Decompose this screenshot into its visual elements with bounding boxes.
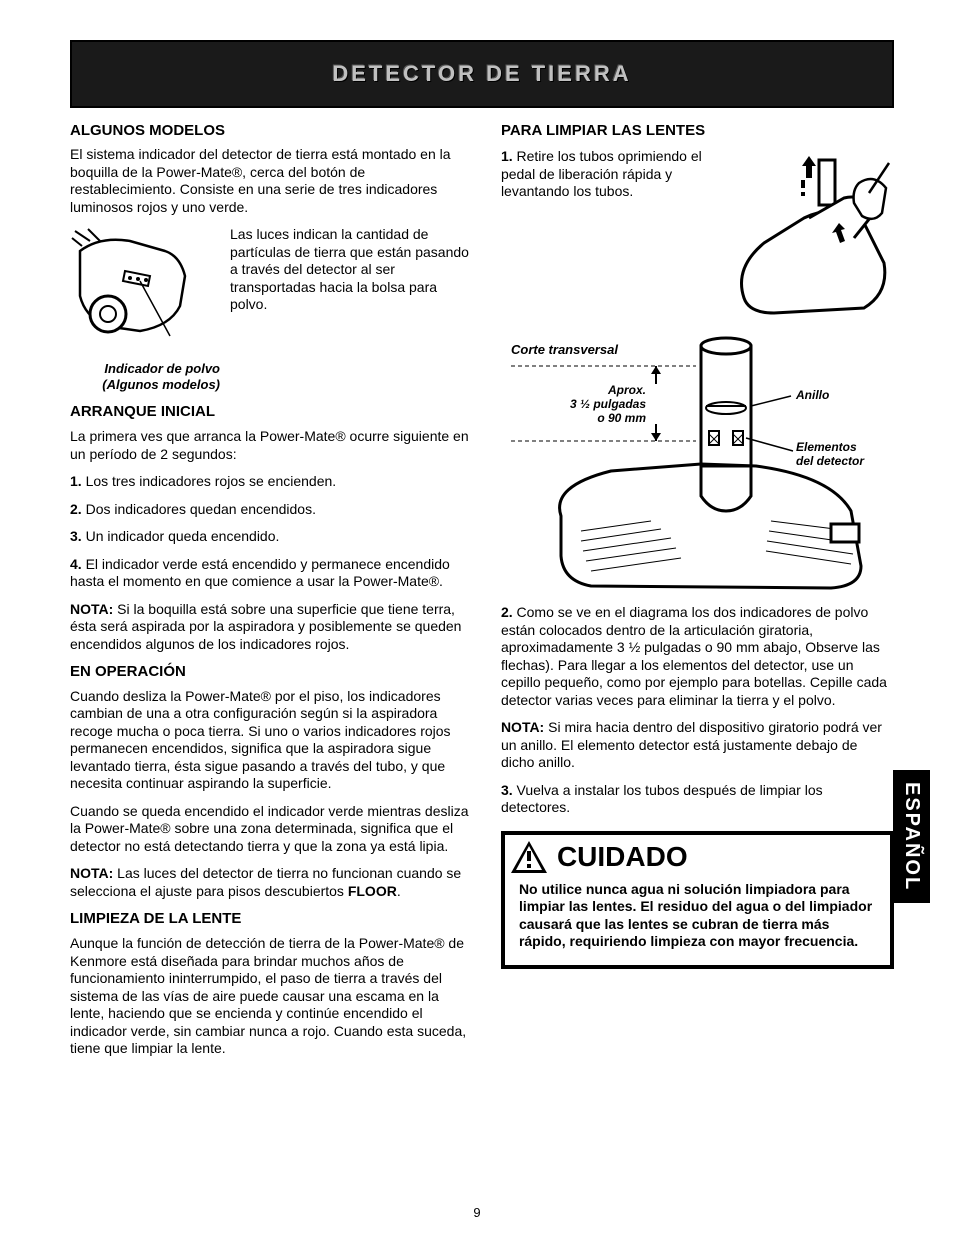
- figure-1-cap-line2: (Algunos modelos): [70, 377, 220, 393]
- step-3-text: 3. Vuelva a instalar los tubos después d…: [501, 782, 894, 817]
- label-med: 3 ½ pulgadas: [570, 397, 646, 411]
- list-item-2: 2. Dos indicadores quedan encendidos.: [70, 501, 471, 519]
- heading-limpieza-lente: LIMPIEZA DE LA LENTE: [70, 910, 471, 929]
- label-elementos-1: Elementos: [796, 440, 857, 454]
- cuidado-header: CUIDADO: [505, 835, 890, 877]
- para-intro: El sistema indicador del detector de tie…: [70, 146, 471, 216]
- columns: ALGUNOS MODELOS El sistema indicador del…: [70, 122, 894, 1068]
- heading-para-limpiar: PARA LIMPIAR LAS LENTES: [501, 122, 894, 141]
- list-item-4: 4. El indicador verde está encendido y p…: [70, 556, 471, 591]
- para-operacion-1: Cuando desliza la Power-Mate® por el pis…: [70, 688, 471, 793]
- para-arranque-intro: La primera ves que arranca la Power-Mate…: [70, 428, 471, 463]
- figure-1-row: Indicador de polvo (Algunos modelos) Las…: [70, 226, 471, 393]
- label-mm: o 90 mm: [597, 411, 646, 425]
- right-column: PARA LIMPIAR LAS LENTES 1. Retire los tu…: [501, 122, 894, 1068]
- figure-1-sidetext: Las luces indican la cantidad de partícu…: [230, 226, 471, 314]
- diagram-2: Corte transversal Aprox. 3 ½ pulgadas o …: [501, 336, 871, 596]
- para-limpieza: Aunque la función de detección de tierra…: [70, 935, 471, 1058]
- label-aprox: Aprox.: [607, 383, 646, 397]
- heading-en-operacion: EN OPERACIÓN: [70, 663, 471, 682]
- label-elementos-2: del detector: [796, 454, 865, 468]
- para-operacion-2: Cuando se queda encendido el indicador v…: [70, 803, 471, 856]
- heading-arranque: ARRANQUE INICIAL: [70, 403, 471, 422]
- warning-icon: [509, 839, 549, 875]
- figure-1: Indicador de polvo (Algunos modelos): [70, 226, 220, 393]
- nota-2: NOTA: Las luces del detector de tierra n…: [70, 865, 471, 900]
- label-corte: Corte transversal: [511, 342, 618, 357]
- figure-1-cap-line1: Indicador de polvo: [70, 361, 220, 377]
- heading-algunos-modelos: ALGUNOS MODELOS: [70, 122, 471, 141]
- page-banner: DETECTOR DE TIERRA: [70, 40, 894, 108]
- step-1-text: 1. Retire los tubos oprimiendo el pedal …: [501, 148, 704, 201]
- language-tab: ESPAÑOL: [893, 770, 930, 903]
- cuidado-body: No utilice nunca agua ni solución limpia…: [505, 877, 890, 965]
- step-2-text: 2. Como se ve en el diagrama los dos ind…: [501, 604, 894, 709]
- diagram-1: [714, 148, 894, 318]
- nota-right: NOTA: Si mira hacia dentro del dispositi…: [501, 719, 894, 772]
- list-item-1: 1. Los tres indicadores rojos se enciend…: [70, 473, 471, 491]
- label-anillo: Anillo: [795, 388, 829, 402]
- list-item-3: 3. Un indicador queda encendido.: [70, 528, 471, 546]
- nota-1: NOTA: Si la boquilla está sobre una supe…: [70, 601, 471, 654]
- cuidado-title: CUIDADO: [557, 839, 688, 874]
- figure-1-caption: Indicador de polvo (Algunos modelos): [70, 361, 220, 394]
- cuidado-box: CUIDADO No utilice nunca agua ni solució…: [501, 831, 894, 969]
- step1-row: 1. Retire los tubos oprimiendo el pedal …: [501, 148, 894, 326]
- page-number: 9: [473, 1205, 480, 1221]
- left-column: ALGUNOS MODELOS El sistema indicador del…: [70, 122, 471, 1068]
